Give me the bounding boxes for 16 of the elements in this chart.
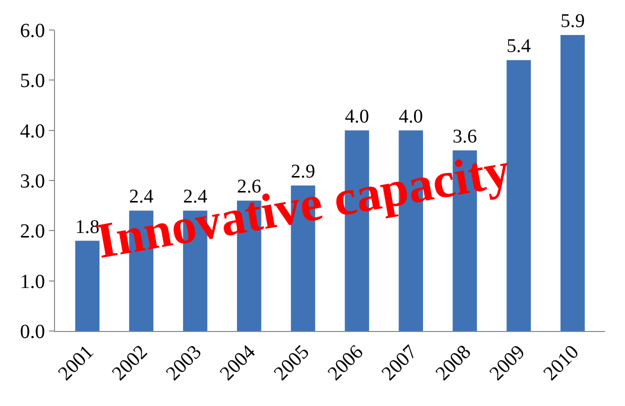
bar — [506, 60, 531, 331]
y-tick-label: 0.0 — [20, 321, 45, 343]
y-tick-label: 1.0 — [20, 270, 45, 293]
data-label: 4.0 — [398, 106, 424, 128]
y-tick-label: 5.0 — [20, 70, 45, 92]
y-tick-label: 2.0 — [20, 220, 45, 243]
data-label: 3.6 — [452, 126, 478, 148]
data-label: 5.4 — [506, 36, 532, 58]
bar — [560, 35, 585, 331]
y-tick-label: 4.0 — [20, 120, 45, 142]
data-label: 2.9 — [290, 162, 316, 183]
data-label: 2.6 — [236, 176, 262, 198]
y-tick-label: 3.0 — [20, 170, 45, 192]
data-label: 5.9 — [560, 11, 585, 32]
data-label: 4.0 — [344, 106, 370, 128]
y-tick-label: 6.0 — [20, 20, 45, 42]
